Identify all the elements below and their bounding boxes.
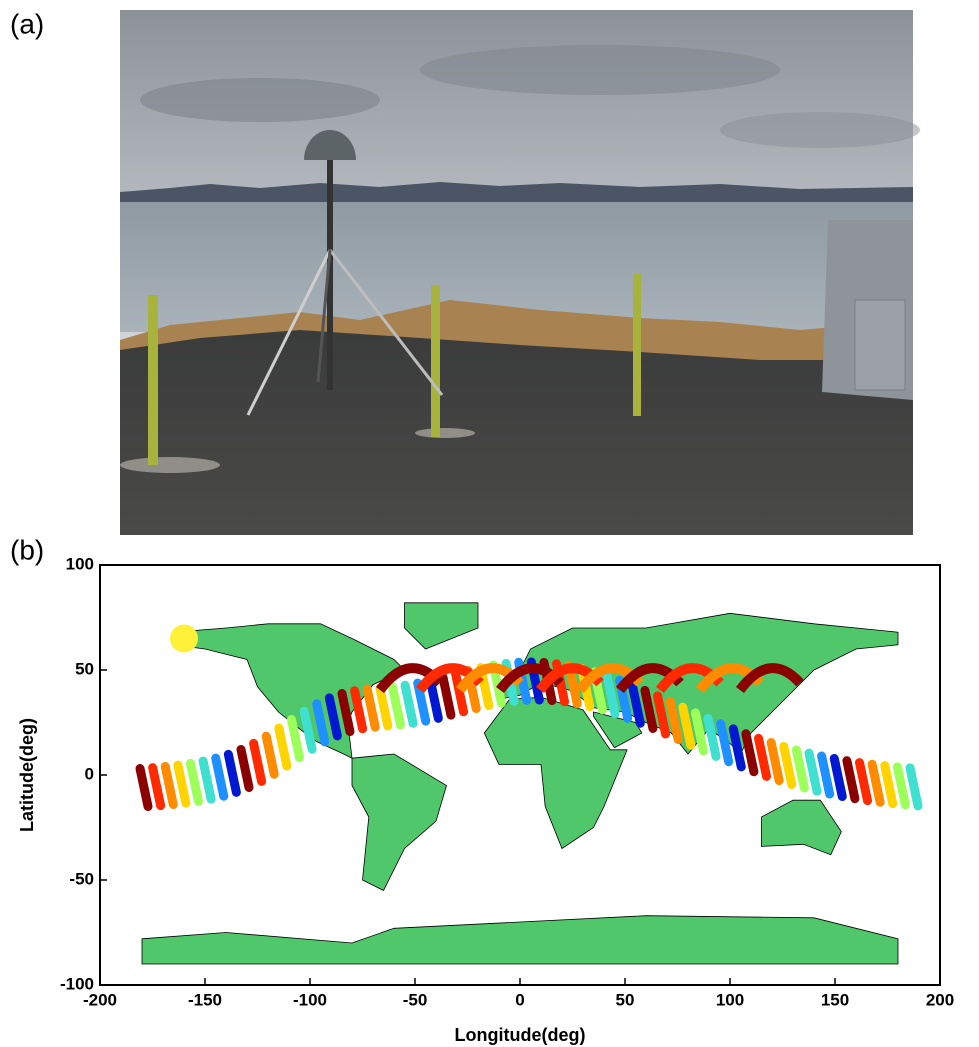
track: [741, 729, 759, 777]
track: [855, 758, 873, 806]
track: [375, 683, 393, 731]
track: [817, 751, 835, 799]
panel-label: (a): [10, 8, 44, 39]
track-arc: [736, 663, 804, 694]
track: [867, 759, 885, 807]
x-tick-label: 150: [821, 990, 849, 1009]
track: [337, 689, 355, 737]
track: [387, 682, 405, 730]
track: [249, 738, 267, 786]
track: [413, 678, 431, 726]
track: [842, 756, 860, 804]
y-tick-label: 100: [66, 554, 94, 573]
track: [299, 706, 317, 754]
track: [766, 738, 784, 786]
panel-label: (b): [10, 534, 44, 565]
track: [438, 672, 456, 720]
track: [350, 686, 368, 734]
track: [754, 733, 772, 781]
track: [400, 680, 418, 728]
track: [425, 675, 443, 723]
track: [653, 691, 671, 739]
track: [829, 754, 847, 802]
track: [905, 763, 923, 811]
station-point: [170, 624, 198, 653]
x-axis-label: Longitude(deg): [455, 1025, 586, 1045]
x-tick-label: 0: [515, 990, 524, 1009]
track: [880, 761, 898, 809]
photo: [120, 10, 920, 535]
track: [451, 669, 469, 717]
y-tick-label: 50: [75, 659, 94, 678]
track: [211, 753, 229, 801]
track: [223, 749, 241, 797]
x-tick-label: -200: [83, 990, 117, 1009]
track: [312, 699, 330, 747]
map: [135, 602, 923, 965]
track: [791, 745, 809, 793]
track: [716, 719, 734, 767]
y-tick-label: -100: [60, 974, 94, 993]
track: [160, 761, 178, 809]
track: [148, 763, 166, 811]
track: [804, 748, 822, 796]
track: [665, 697, 683, 745]
x-tick-label: -50: [403, 990, 428, 1009]
track: [779, 741, 797, 789]
track: [362, 684, 380, 732]
track: [135, 763, 153, 811]
x-tick-label: 100: [716, 990, 744, 1009]
track: [892, 762, 910, 810]
track: [236, 744, 254, 792]
track: [602, 671, 620, 719]
x-tick-label: -150: [188, 990, 222, 1009]
track: [324, 693, 342, 741]
x-tick-label: -100: [293, 990, 327, 1009]
track: [728, 724, 746, 772]
track: [198, 756, 216, 804]
track: [261, 731, 279, 779]
y-tick-label: 0: [85, 764, 94, 783]
track: [286, 715, 304, 763]
track: [690, 708, 708, 756]
y-tick-label: -50: [69, 869, 94, 888]
x-tick-label: 200: [926, 990, 954, 1009]
track: [627, 680, 645, 728]
x-tick-label: 50: [616, 990, 635, 1009]
track: [678, 702, 696, 750]
track: [274, 723, 292, 771]
track: [640, 685, 658, 733]
y-axis-label: Latitude(deg): [17, 718, 37, 832]
track: [173, 760, 191, 808]
track: [185, 758, 203, 806]
track: [703, 713, 721, 761]
